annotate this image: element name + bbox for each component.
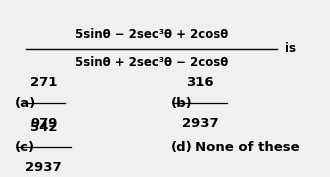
Text: (b): (b) [171,96,193,110]
Text: (a): (a) [15,96,36,110]
Text: is: is [285,42,296,55]
Text: 2937: 2937 [182,117,219,130]
Text: 979: 979 [30,117,57,130]
Text: (c): (c) [15,141,35,154]
Text: 542: 542 [30,121,57,133]
Text: 5sinθ − 2sec³θ + 2cosθ: 5sinθ − 2sec³θ + 2cosθ [75,28,228,41]
Text: 271: 271 [30,76,57,90]
Text: 5sinθ + 2sec³θ − 2cosθ: 5sinθ + 2sec³θ − 2cosθ [75,56,228,69]
Text: (d): (d) [171,141,193,154]
Text: 316: 316 [186,76,214,90]
Text: 2937: 2937 [25,161,62,174]
Text: None of these: None of these [195,141,300,154]
